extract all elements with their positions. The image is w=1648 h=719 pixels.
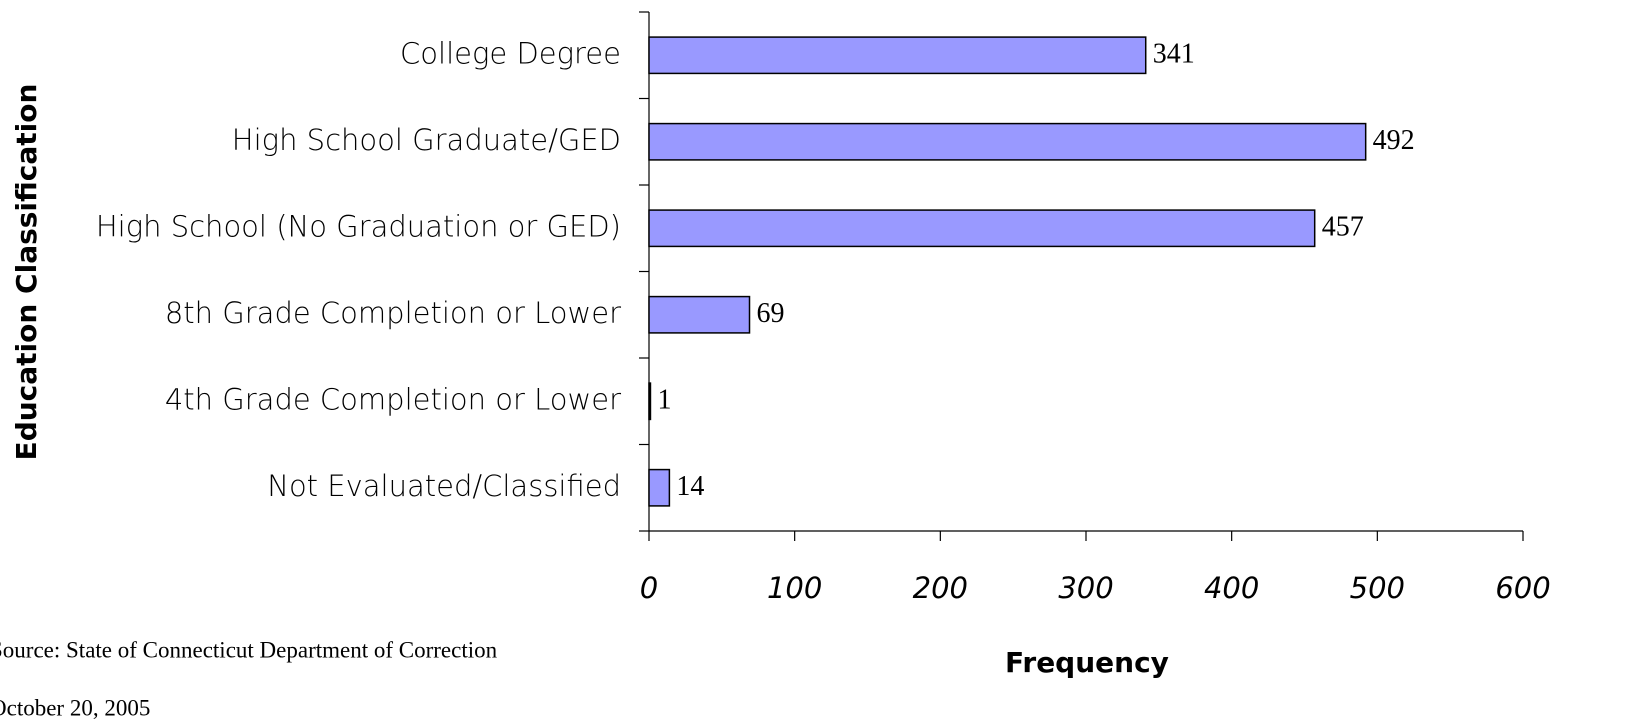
value-label: 457 [1322,212,1364,243]
value-label: 1 [657,385,671,416]
bar [648,295,751,334]
x-tick-label: 600 [1495,571,1550,605]
y-tick-label: Not Evaluated/Classified [267,469,621,503]
bar [648,382,652,421]
x-tick-label: 400 [1204,571,1259,605]
bar [648,468,671,507]
y-tick-label: High School (No Graduation or GED) [96,209,621,243]
value-label: 14 [676,471,704,502]
y-tick-label: 8th Grade Completion or Lower [165,296,621,330]
x-tick-label: 500 [1350,571,1405,605]
bar [648,209,1316,248]
x-tick-label: 0 [640,571,658,605]
y-axis-label: Education Classification [10,84,43,461]
source-note: Source: State of Connecticut Department … [0,637,498,662]
value-label: 341 [1153,39,1195,70]
date-note: October 20, 2005 [0,695,150,719]
x-tick-label: 100 [767,571,822,605]
x-axis-label: Frequency [1005,646,1169,679]
y-tick-label: 4th Grade Completion or Lower [165,382,621,416]
value-label: 492 [1373,125,1415,156]
x-tick-label: 200 [913,571,968,605]
y-tick-label: High School Graduate/GED [232,123,621,157]
x-tick-label: 300 [1058,571,1113,605]
bar [648,122,1367,161]
value-label: 69 [757,298,785,329]
y-tick-label: College Degree [400,36,621,70]
bar [648,36,1147,75]
